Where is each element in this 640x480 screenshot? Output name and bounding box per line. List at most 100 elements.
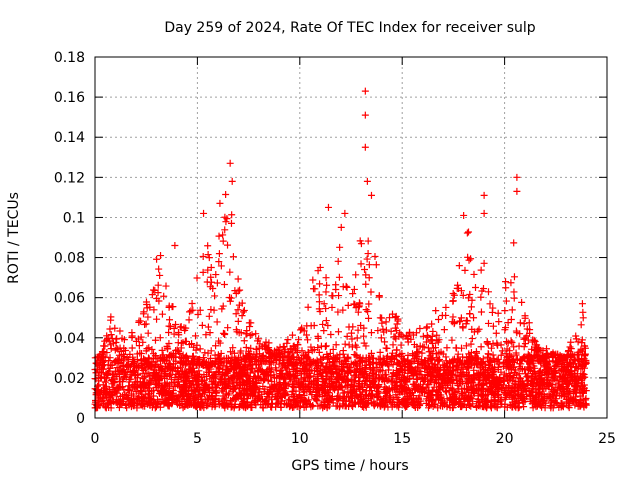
data-point [431, 400, 439, 408]
data-point [440, 361, 448, 369]
data-point [354, 326, 362, 334]
data-point [235, 301, 243, 309]
data-point [435, 375, 443, 383]
data-point [294, 341, 302, 349]
data-point [414, 404, 422, 412]
data-point [339, 367, 347, 375]
data-point [564, 366, 572, 374]
data-point [510, 392, 518, 400]
data-point [272, 403, 280, 411]
data-point [462, 380, 470, 388]
data-point [465, 400, 473, 408]
data-point [219, 329, 227, 337]
data-point [524, 376, 532, 384]
data-point [395, 403, 403, 411]
data-point [413, 382, 421, 390]
y-tick-label: 0.1 [63, 210, 85, 226]
data-point [502, 338, 510, 346]
data-point [298, 347, 306, 355]
data-point [484, 386, 492, 394]
data-point [345, 341, 353, 349]
data-point [500, 377, 508, 385]
data-point [520, 403, 528, 411]
data-point [234, 275, 242, 283]
data-point [226, 297, 234, 305]
data-point [155, 398, 163, 406]
data-point [111, 346, 119, 354]
data-point [144, 329, 152, 337]
data-point [504, 362, 512, 370]
data-point [392, 391, 400, 399]
data-point [479, 355, 487, 363]
data-point [343, 283, 351, 291]
data-point [172, 392, 180, 400]
data-points [91, 87, 590, 412]
data-point [372, 261, 380, 269]
data-point [564, 389, 572, 397]
data-point [457, 314, 465, 322]
data-point [275, 380, 283, 388]
data-point [477, 293, 485, 301]
data-point [365, 274, 373, 282]
data-point [464, 397, 472, 405]
data-point [304, 374, 312, 382]
data-point [559, 403, 567, 411]
data-point [387, 399, 395, 407]
data-point [247, 366, 255, 374]
data-point [559, 385, 567, 393]
data-point [156, 387, 164, 395]
data-point [309, 402, 317, 410]
data-point [446, 401, 454, 409]
data-point [281, 390, 289, 398]
data-point [155, 380, 163, 388]
data-point [128, 344, 136, 352]
data-point [254, 337, 262, 345]
data-point [340, 372, 348, 380]
data-point [530, 398, 538, 406]
data-point [491, 396, 499, 404]
data-point [404, 338, 412, 346]
data-point [480, 391, 488, 399]
data-point [266, 383, 274, 391]
data-point [347, 380, 355, 388]
data-point [401, 381, 409, 389]
data-point [263, 345, 271, 353]
data-point [540, 391, 548, 399]
data-point [213, 279, 221, 287]
data-point [276, 343, 284, 351]
data-point [300, 359, 308, 367]
data-point [182, 357, 190, 365]
data-point [414, 348, 422, 356]
data-point [339, 283, 347, 291]
data-point [367, 387, 375, 395]
data-point [416, 325, 424, 333]
data-point [222, 384, 230, 392]
data-point [467, 255, 475, 263]
data-point [362, 377, 370, 385]
data-point [344, 355, 352, 363]
data-point [364, 250, 372, 258]
data-point [480, 259, 488, 267]
data-point [104, 369, 112, 377]
data-point [498, 385, 506, 393]
data-point [452, 363, 460, 371]
data-point [508, 339, 516, 347]
data-point [524, 350, 532, 358]
data-point [408, 368, 416, 376]
data-point [204, 266, 212, 274]
data-point [332, 281, 340, 289]
data-point [509, 357, 517, 365]
data-point [118, 383, 126, 391]
data-point [185, 316, 193, 324]
data-point [420, 388, 428, 396]
data-point [173, 368, 181, 376]
data-point [113, 389, 121, 397]
data-point [117, 347, 125, 355]
data-point [165, 359, 173, 367]
data-point [301, 364, 309, 372]
data-point [467, 356, 475, 364]
data-point [226, 293, 234, 301]
data-point [280, 375, 288, 383]
data-point [443, 388, 451, 396]
data-point [409, 350, 417, 358]
